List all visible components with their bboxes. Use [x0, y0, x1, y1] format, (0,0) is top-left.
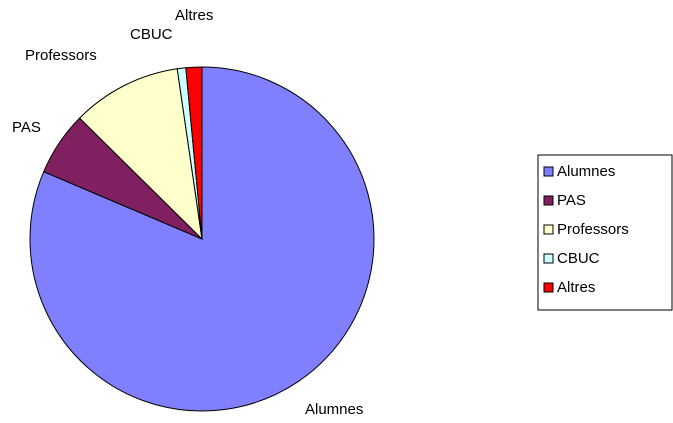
slice-label: Alumnes: [305, 401, 363, 418]
legend-label: Professors: [557, 221, 629, 238]
pie-slice: [78, 68, 203, 241]
slice-label: CBUC: [130, 26, 173, 43]
slice-label: Professors: [25, 47, 97, 64]
legend-label: PAS: [557, 192, 586, 209]
slice-label: Altres: [175, 7, 213, 24]
pie-slice: [185, 66, 203, 240]
legend-label: CBUC: [557, 250, 600, 267]
legend-swatch: [543, 195, 554, 206]
legend-swatch: [543, 282, 554, 293]
legend-label: Altres: [557, 279, 595, 296]
slice-label: PAS: [12, 119, 41, 136]
legend-swatch: [543, 253, 554, 264]
legend-swatch: [543, 166, 554, 177]
legend-label: Alumnes: [557, 163, 615, 180]
legend-swatch: [543, 224, 554, 235]
legend-box: [537, 154, 673, 311]
